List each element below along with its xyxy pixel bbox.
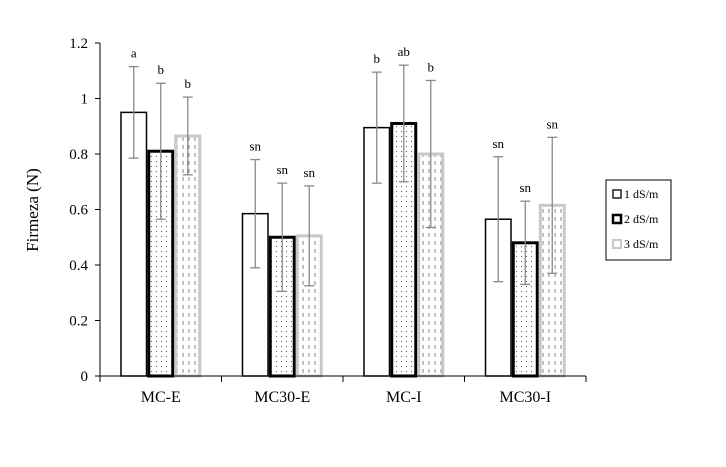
significance-label: sn [546, 116, 558, 131]
significance-label: sn [276, 162, 288, 177]
significance-label: sn [492, 136, 504, 151]
x-category-label: MC30-I [499, 389, 551, 406]
y-tick-label: 0.2 [69, 314, 88, 330]
error-bars-layer [128, 64, 558, 293]
x-category-label: MC30-E [254, 389, 310, 406]
legend-label: 1 dS/m [624, 187, 659, 201]
legend-swatch [612, 239, 622, 249]
significance-label: sn [303, 165, 315, 180]
y-ticks-layer: 0 0.2 0.4 0.6 0.8 1 1.2 [69, 36, 100, 385]
significance-label: sn [519, 180, 531, 195]
y-axis-label: Firmeza (N) [23, 168, 42, 252]
significance-label: b [428, 59, 435, 74]
legend-label: 3 dS/m [624, 237, 659, 251]
y-tick-label: 1 [81, 92, 89, 108]
legend: 1 dS/m 2 dS/m 3 dS/m [605, 179, 672, 261]
x-category-label: MC-E [141, 389, 181, 406]
y-tick-label: 0.8 [69, 147, 88, 163]
significance-label: b [374, 51, 381, 66]
bar [241, 212, 269, 377]
legend-label: 2 dS/m [624, 212, 659, 226]
significance-label: sn [249, 139, 261, 154]
legend-swatch [611, 213, 623, 225]
significance-label: b [185, 76, 192, 91]
x-category-label: MC-I [386, 389, 422, 406]
legend-swatch [612, 189, 622, 199]
y-tick-label: 0.4 [69, 258, 88, 274]
x-ticks-layer: MC-E MC30-E MC-I MC30-I [99, 376, 587, 406]
y-tick-label: 0.6 [69, 203, 88, 219]
significance-label: b [158, 62, 165, 77]
y-tick-label: 0 [81, 369, 89, 385]
significance-label: a [131, 46, 137, 61]
y-tick-label: 1.2 [69, 36, 88, 52]
significance-label: ab [398, 44, 410, 59]
